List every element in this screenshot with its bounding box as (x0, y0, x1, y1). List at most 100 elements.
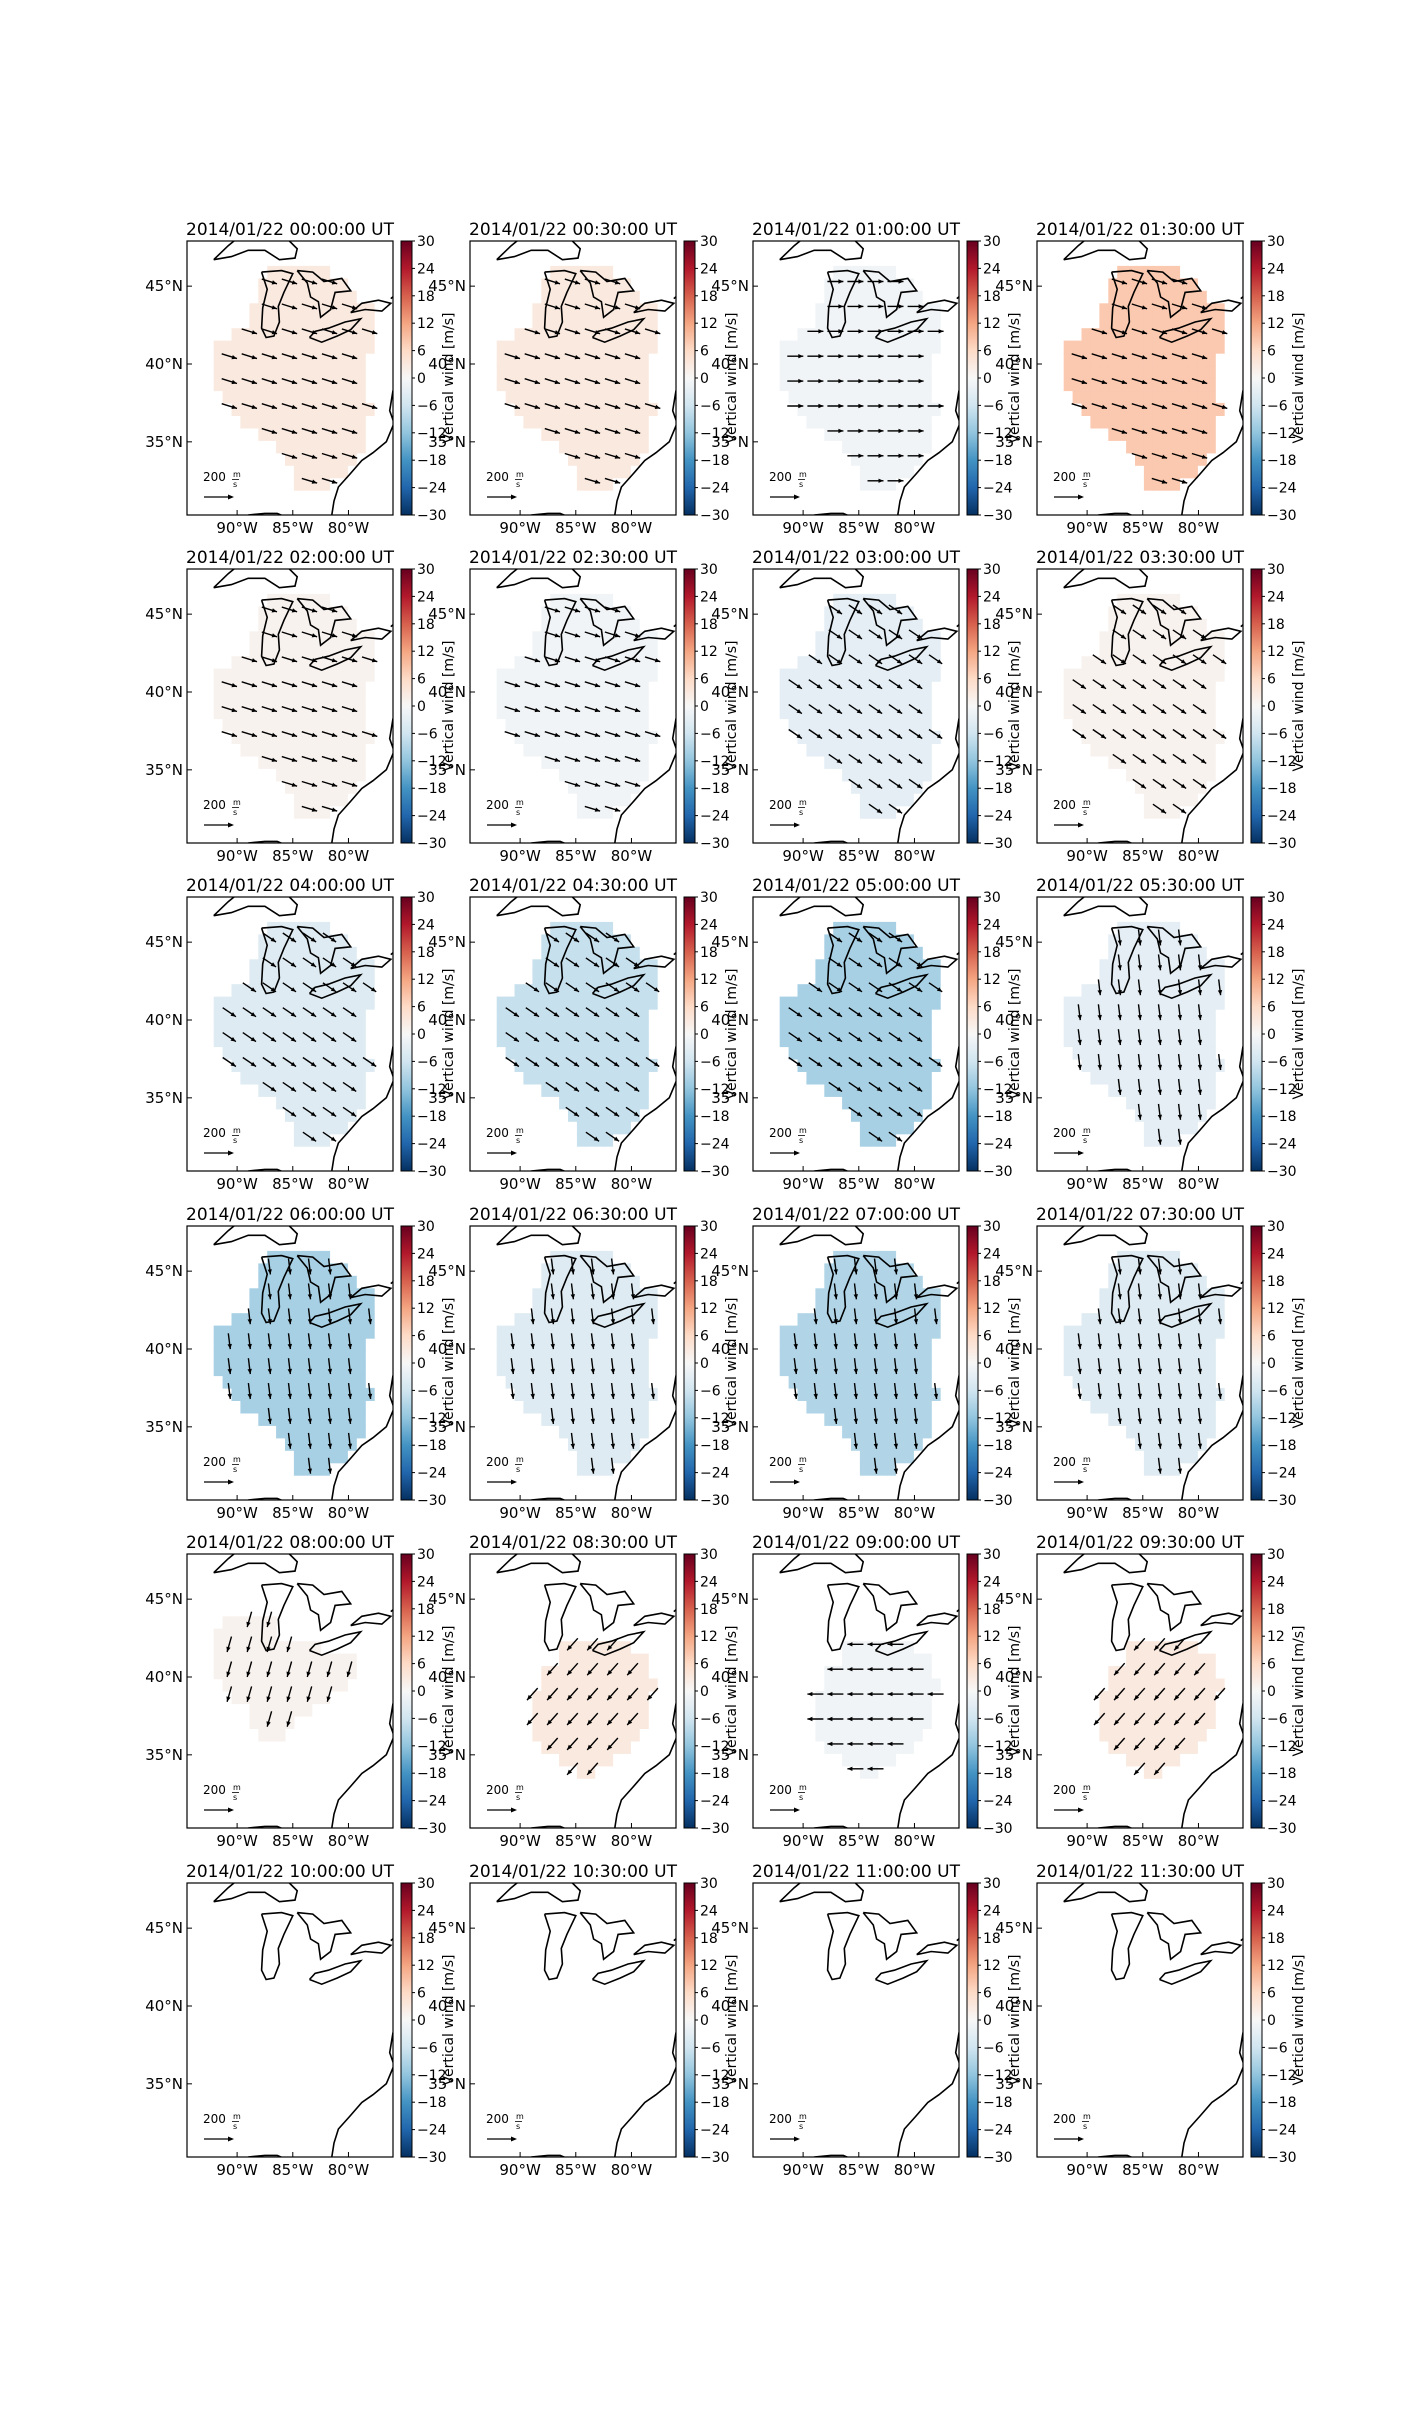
wind-cell (877, 465, 888, 479)
wind-arrow (302, 1056, 317, 1068)
wind-cell (1152, 793, 1163, 807)
wind-cell (904, 934, 914, 948)
wind-arrow (605, 1131, 620, 1142)
wind-cell (639, 656, 649, 670)
wind-cell (594, 971, 605, 985)
wind-cell (1188, 452, 1198, 466)
wind-cell (612, 402, 622, 416)
wind-cell (1143, 996, 1154, 1010)
wind-cell (922, 353, 932, 367)
wind-cell (621, 718, 631, 732)
x-tick-label: 85°W (1122, 1175, 1164, 1193)
wind-cell (842, 606, 852, 620)
wind-cell (329, 353, 339, 367)
wind-cell (496, 706, 507, 720)
wind-cell (877, 1375, 888, 1389)
wind-cell (621, 1096, 631, 1110)
wind-cell (877, 1034, 888, 1048)
colorbar-tick-label: 24 (417, 1246, 435, 1262)
wind-cell (285, 1096, 295, 1110)
wind-cell (568, 631, 578, 645)
wind-cell (886, 1275, 897, 1289)
wind-cell (1170, 1058, 1181, 1072)
wind-cell (514, 378, 524, 392)
wind-arrow (307, 1383, 312, 1400)
wind-cell (779, 378, 790, 392)
scale-label: 200 (769, 1126, 792, 1140)
wind-arrow (327, 1258, 333, 1275)
wind-cell (347, 1387, 357, 1401)
wind-cell (904, 378, 914, 392)
wind-cell (541, 1325, 551, 1339)
x-tick-label: 90°W (1066, 519, 1108, 537)
wind-cell (356, 1387, 366, 1401)
wind-arrow (564, 353, 581, 360)
wind-cell (1161, 921, 1172, 935)
wind-arrow (833, 1283, 838, 1300)
wind-cell (585, 1400, 596, 1414)
wind-cell (630, 452, 640, 466)
coastline (350, 1284, 393, 1299)
wind-arrow (605, 932, 620, 943)
wind-cell (1197, 402, 1207, 416)
wind-cell (505, 390, 516, 404)
wind-cell (559, 1300, 569, 1314)
wind-cell (859, 415, 870, 429)
wind-arrow (828, 629, 843, 640)
wind-cell (621, 1363, 631, 1377)
wind-cell (541, 353, 551, 367)
wind-cell (329, 606, 339, 620)
colorbar-tick-label: −12 (700, 1411, 730, 1427)
wind-arrow (321, 780, 338, 787)
wind-cell (576, 706, 587, 720)
wind-cell (267, 946, 277, 960)
wind-arrow (828, 1032, 843, 1043)
wind-cell (603, 934, 614, 948)
wind-cell (1188, 1108, 1198, 1122)
wind-cell (1081, 681, 1091, 695)
wind-cell (1063, 365, 1074, 379)
wind-cell (329, 996, 339, 1010)
wind-cell (532, 1071, 542, 1085)
wind-cell (603, 984, 614, 998)
wind-cell (356, 1300, 366, 1314)
wind-cell (568, 315, 578, 329)
wind-cell (1152, 452, 1163, 466)
colorbar-tick-label: −18 (983, 1109, 1013, 1125)
wind-cell (276, 1363, 286, 1377)
wind-cell (851, 452, 861, 466)
wind-cell (311, 1313, 322, 1327)
wind-cell (594, 1263, 605, 1277)
wind-arrow (505, 1056, 520, 1068)
wind-cell (621, 365, 631, 379)
wind-arrow (624, 353, 641, 360)
wind-cell (859, 1437, 870, 1451)
wind-cell (576, 1325, 587, 1339)
wind-cell (842, 1300, 852, 1314)
colorbar-gradient (1250, 568, 1263, 844)
wind-arrow (584, 378, 601, 385)
wind-arrow (1112, 604, 1127, 615)
wind-cell (1197, 340, 1207, 354)
colorbar-tick-label: 12 (700, 316, 718, 332)
wind-arrow (1111, 278, 1128, 285)
wind-cell (788, 706, 799, 720)
wind-cell (824, 656, 834, 670)
wind-cell (877, 265, 888, 279)
wind-cell (550, 1250, 560, 1264)
wind-cell (630, 1071, 640, 1085)
colorbar-tick-label: −12 (1267, 754, 1297, 770)
wind-cell (320, 996, 331, 1010)
wind-cell (585, 1425, 596, 1439)
wind-cell (240, 1363, 250, 1377)
wind-cell (496, 353, 507, 367)
wind-arrow (347, 1333, 353, 1350)
wind-cell (1179, 1121, 1189, 1135)
wind-cell (1108, 278, 1118, 292)
wind-arrow (1191, 403, 1208, 410)
wind-cell (904, 328, 914, 342)
wind-arrow (893, 1333, 899, 1350)
wind-cell (1126, 365, 1136, 379)
wind-cell (285, 971, 295, 985)
